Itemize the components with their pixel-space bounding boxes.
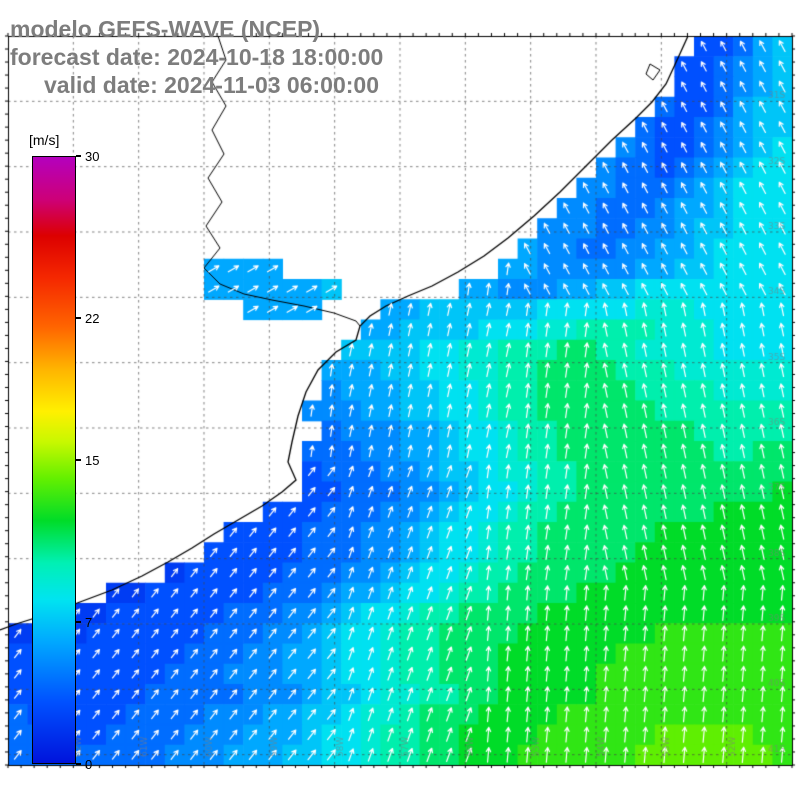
colorbar-tick-mark	[76, 459, 81, 461]
colorbar: [m/s] 30 22 15 7 0	[29, 132, 99, 772]
colorbar-tick-mark	[76, 763, 81, 765]
colorbar-gradient	[32, 156, 76, 764]
colorbar-tick-label: 0	[85, 757, 93, 772]
colorbar-ticks: 30 22 15 7 0	[76, 149, 120, 772]
colorbar-tick-label: 7	[85, 615, 93, 631]
colorbar-tick-mark	[76, 155, 81, 157]
colorbar-tick-label: 22	[85, 311, 100, 327]
valid-date: valid date: 2024-11-03 06:00:00	[44, 72, 379, 98]
colorbar-tick-mark	[76, 621, 81, 623]
forecast-date: forecast date: 2024-10-18 18:00:00	[10, 44, 384, 70]
colorbar-tick-mark	[76, 317, 81, 319]
colorbar-units-label: [m/s]	[29, 132, 60, 148]
colorbar-tick-label: 15	[85, 453, 100, 468]
colorbar-tick-label: 30	[85, 149, 100, 164]
chart-header: modelo GEFS-WAVE (NCEP) forecast date: 2…	[10, 15, 383, 99]
model-title: modelo GEFS-WAVE (NCEP)	[10, 16, 321, 42]
